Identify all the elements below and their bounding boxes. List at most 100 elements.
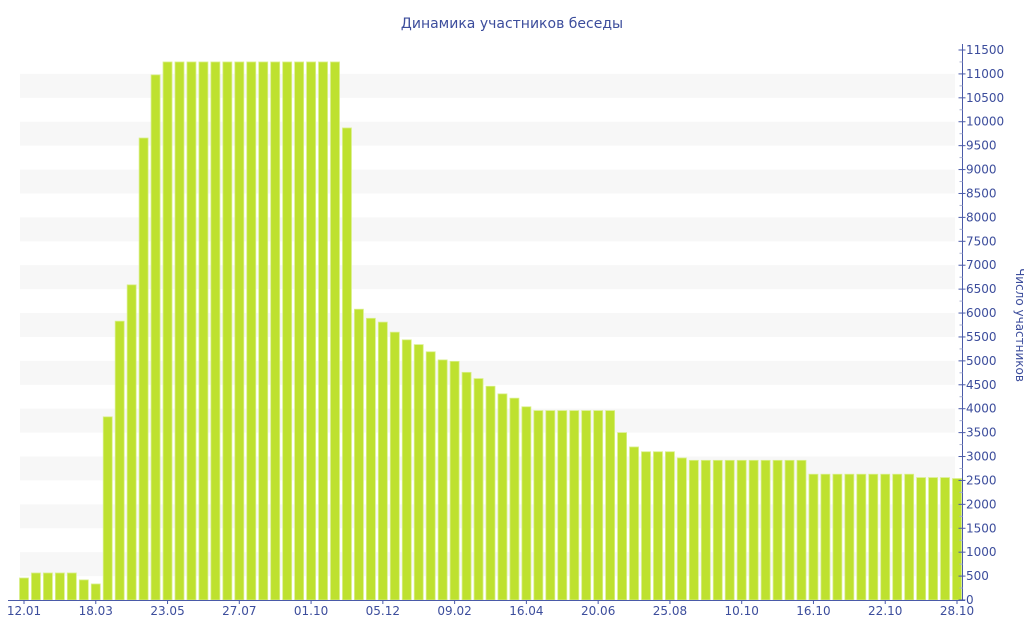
bar — [940, 477, 950, 601]
x-tick-label: 27.07 — [222, 604, 256, 618]
bar — [318, 61, 328, 601]
bar — [497, 393, 508, 601]
bar — [234, 61, 245, 601]
bar — [150, 74, 161, 601]
x-tick-label: 01.10 — [294, 604, 328, 618]
bar — [533, 410, 544, 601]
bar — [629, 446, 639, 601]
y-tick-label: 5500 — [966, 330, 997, 344]
y-tick-label: 2500 — [966, 473, 997, 487]
bars — [19, 61, 962, 601]
x-tick-label: 20.06 — [581, 604, 615, 618]
bar — [832, 473, 843, 601]
x-tick-label: 22.10 — [868, 604, 902, 618]
bar — [820, 473, 831, 601]
bar — [102, 416, 113, 601]
bar — [389, 331, 400, 601]
bar — [401, 339, 412, 601]
y-tick-label: 11000 — [966, 67, 1004, 81]
y-tick-label: 10500 — [966, 91, 1004, 105]
y-tick-label: 0 — [966, 593, 974, 607]
y-axis-title: Число участников — [1013, 268, 1024, 382]
bar — [904, 473, 915, 601]
bar — [461, 371, 472, 601]
bar — [413, 344, 424, 601]
bar — [557, 410, 568, 601]
bar — [545, 410, 556, 601]
bar — [509, 397, 520, 601]
bar — [688, 459, 699, 601]
bar — [377, 321, 388, 601]
bar — [473, 378, 484, 601]
chart-title: Динамика участников беседы — [401, 16, 623, 32]
bar — [138, 137, 149, 601]
bar — [736, 459, 747, 601]
y-tick-label: 1000 — [966, 545, 997, 559]
bar — [892, 473, 903, 601]
bar — [581, 410, 592, 601]
bar — [784, 459, 795, 601]
bar — [365, 317, 376, 601]
bar — [66, 572, 77, 601]
y-tick-label: 8000 — [966, 210, 997, 224]
bar — [521, 406, 532, 601]
bar — [306, 61, 316, 601]
x-tick-label: 23.05 — [150, 604, 184, 618]
bar — [210, 61, 221, 601]
bar — [425, 351, 436, 601]
y-tick-label: 7000 — [966, 258, 997, 272]
bar — [880, 473, 891, 601]
x-tick-label: 18.03 — [79, 604, 113, 618]
bar — [868, 473, 879, 601]
bar — [748, 459, 759, 601]
y-tick-label: 5000 — [966, 354, 997, 368]
bar — [19, 577, 29, 601]
x-tick-label: 05.12 — [366, 604, 400, 618]
bar — [593, 410, 604, 601]
bar — [772, 459, 783, 601]
bar — [641, 451, 651, 601]
bar — [808, 473, 819, 601]
bar — [665, 451, 675, 601]
y-tick-label: 2000 — [966, 497, 997, 511]
bar — [760, 459, 771, 601]
bar — [270, 61, 281, 601]
y-tick-label: 500 — [966, 569, 989, 583]
bar — [90, 583, 101, 601]
bar — [712, 459, 723, 601]
bar — [354, 308, 364, 601]
x-tick-label: 12.01 — [7, 604, 41, 618]
bar — [952, 478, 962, 601]
bar — [796, 459, 807, 601]
bar — [162, 61, 173, 601]
y-tick-label: 3000 — [966, 450, 997, 464]
y-tick-label: 4000 — [966, 402, 997, 416]
bar — [700, 459, 711, 601]
x-tick-label: 25.08 — [653, 604, 687, 618]
bar — [653, 451, 663, 601]
y-tick-label: 11500 — [966, 43, 1004, 57]
bar — [724, 459, 735, 601]
bar — [916, 477, 927, 601]
bar — [126, 284, 137, 601]
bar — [246, 61, 257, 601]
bar — [78, 579, 89, 601]
bar — [54, 572, 65, 601]
y-tick-label: 9000 — [966, 163, 997, 177]
y-tick-label: 1500 — [966, 521, 997, 535]
bar — [31, 572, 41, 601]
bar — [282, 61, 293, 601]
bar — [449, 360, 460, 601]
bar — [617, 432, 627, 601]
bar — [198, 61, 209, 601]
y-tick-label: 8500 — [966, 186, 997, 200]
y-tick-label: 9500 — [966, 139, 997, 153]
bar — [844, 473, 855, 601]
bar — [676, 457, 687, 601]
y-tick-label: 10000 — [966, 115, 1004, 129]
bar — [485, 385, 496, 601]
y-tick-label: 4500 — [966, 378, 997, 392]
y-tick-label: 3500 — [966, 426, 997, 440]
bar — [928, 477, 938, 601]
